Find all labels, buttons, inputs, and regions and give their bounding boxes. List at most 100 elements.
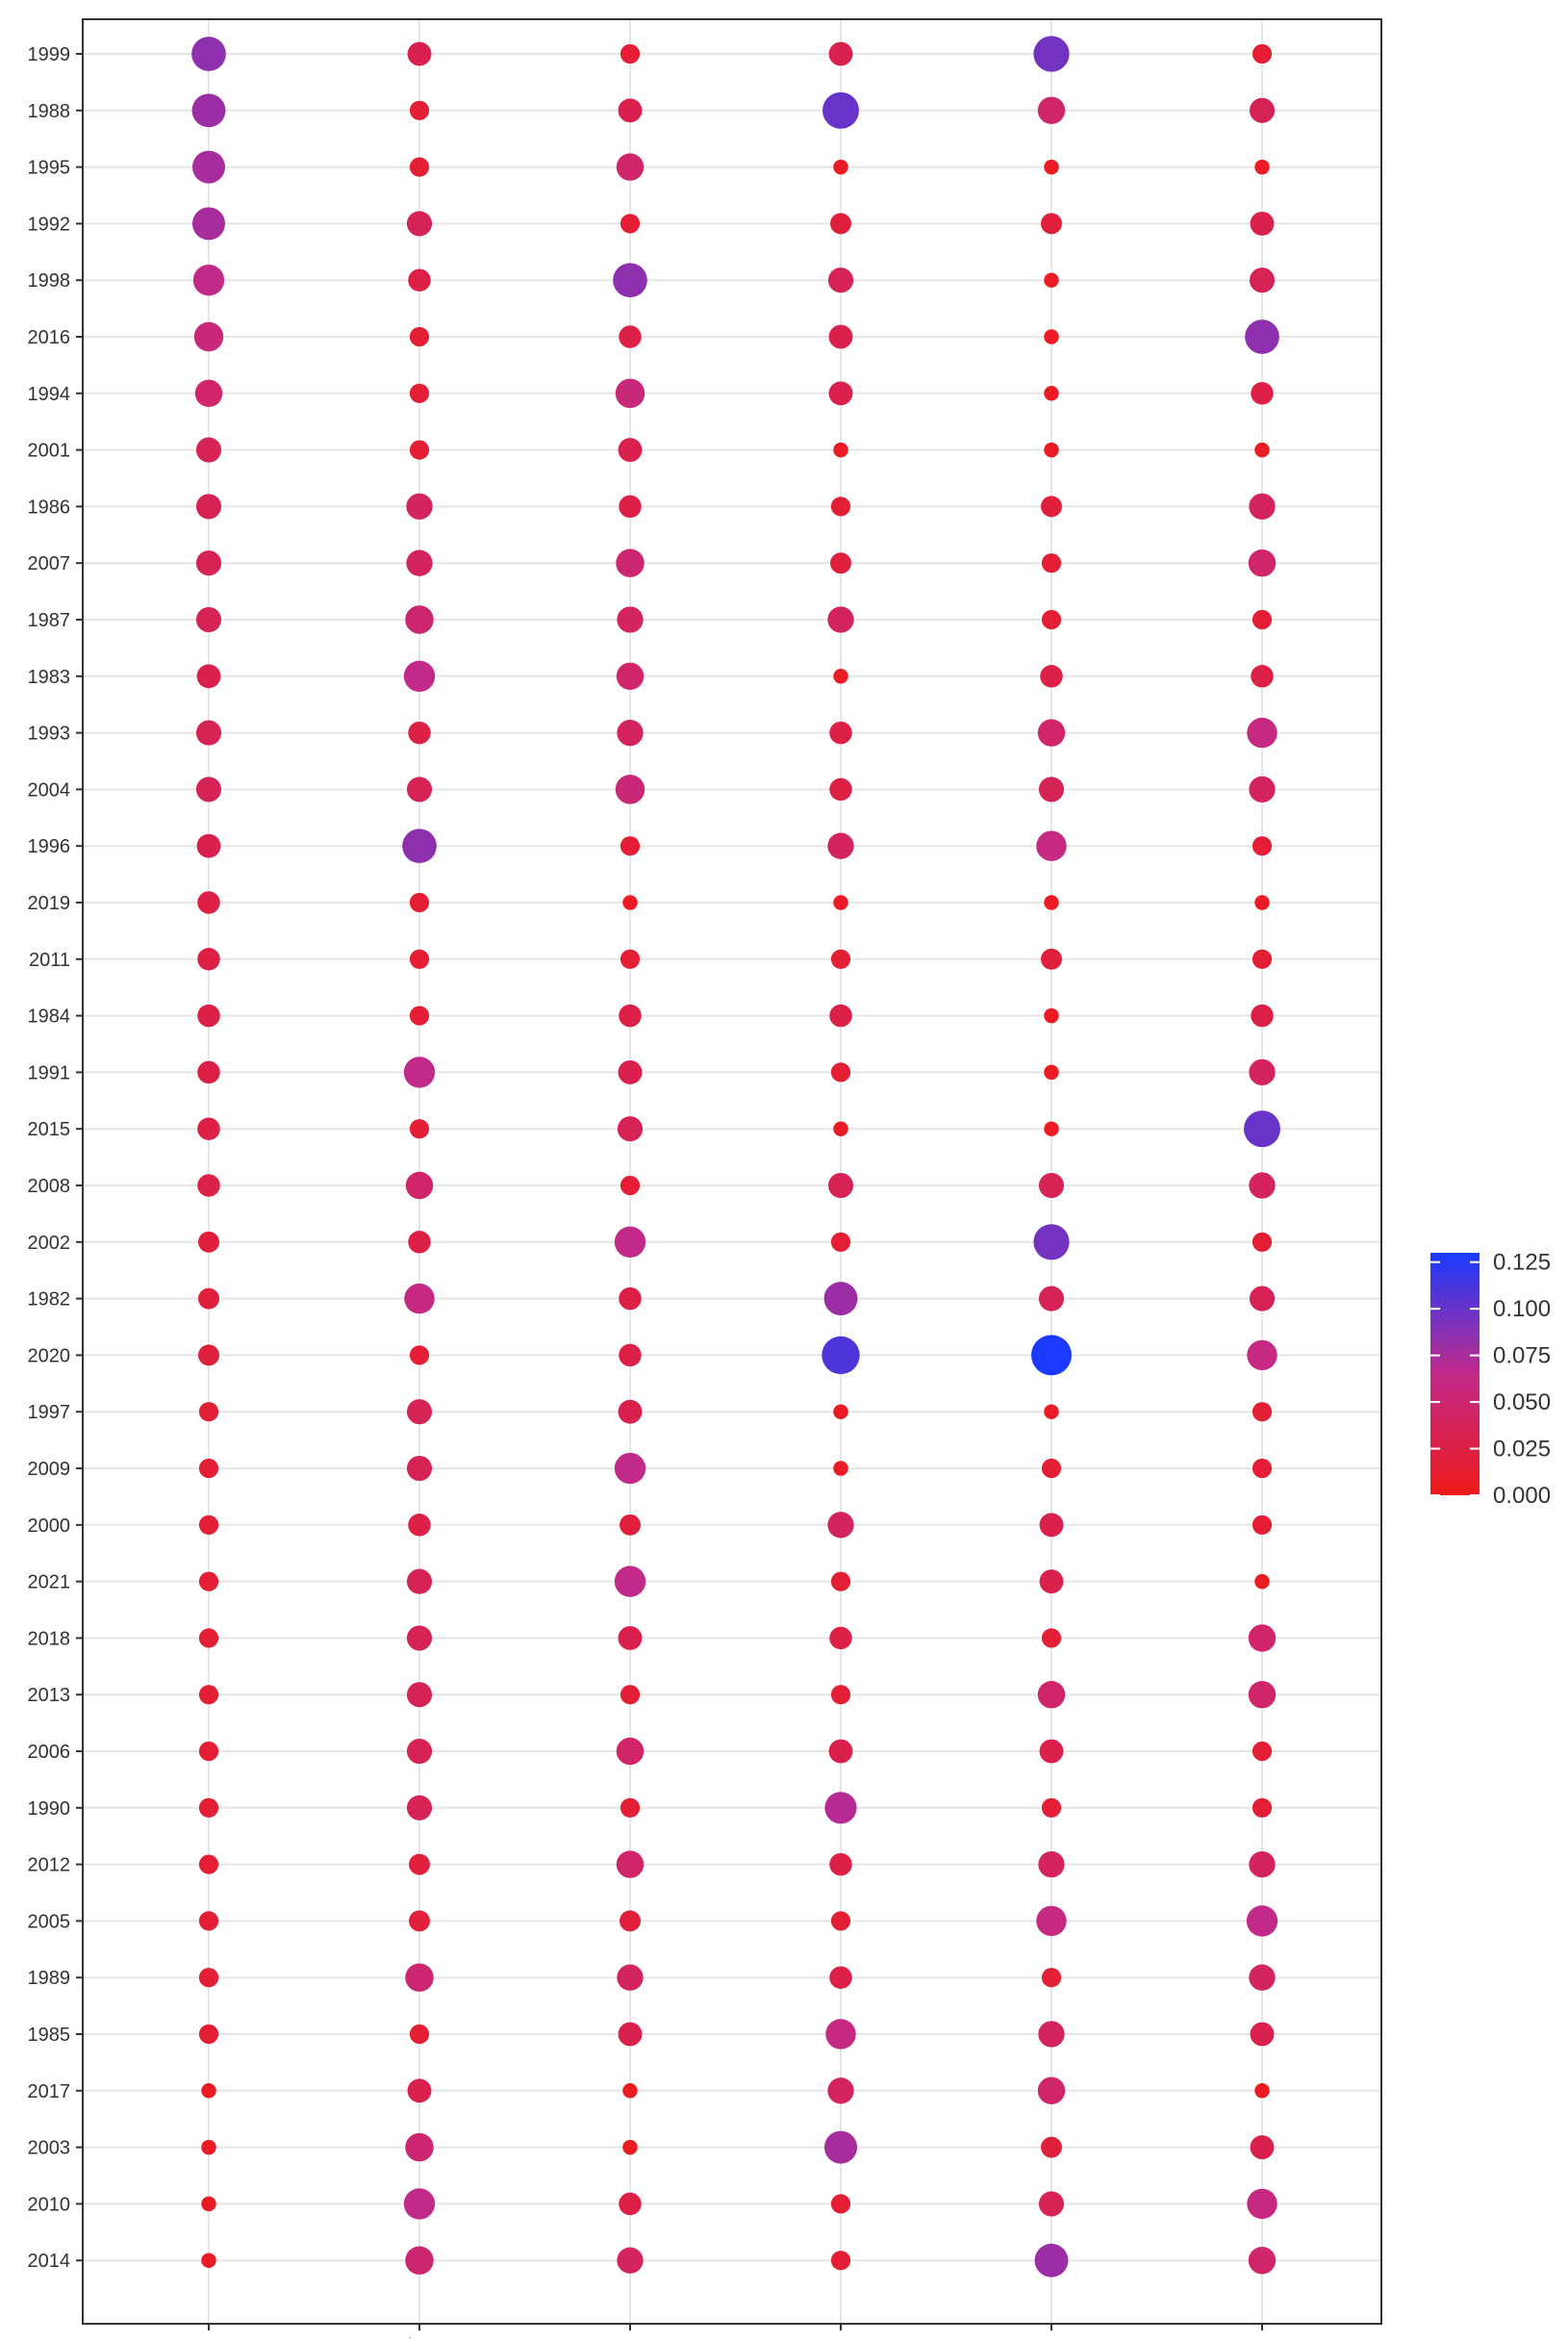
y-tick-label: 2016 [28,327,71,348]
point-2004-J [615,775,645,804]
point-2006-J [616,1737,645,1766]
point-1994-R [194,379,223,408]
plot-border [82,18,1382,2325]
point-1987-H [827,606,854,633]
point-1997-R [198,1402,219,1422]
point-2008-H [827,1172,854,1199]
y-tick-label: 1991 [28,1062,71,1083]
y-tick-label: 1982 [28,1289,71,1311]
point-2014-M [1034,2243,1069,2278]
point-1982-M [1038,1286,1065,1312]
point-2018-M [1041,1628,1062,1648]
y-tick-label: 1992 [28,214,71,235]
point-1999-T [407,41,432,66]
point-1984-R [197,1004,220,1028]
point-2001-T [409,440,430,460]
point-1994-Y [1251,382,1274,405]
point-1984-H [829,1004,852,1028]
point-2016-J [619,325,642,348]
point-1992-T [406,211,433,237]
point-2014-Y [1248,2246,1277,2275]
y-tick-label: 2003 [28,2138,71,2159]
point-2003-H [823,2130,858,2164]
colorbar-tick-label: 0.100 [1493,1296,1551,1322]
point-2010-J [619,2192,642,2216]
y-tick-label: 1985 [28,2025,71,2046]
point-1990-R [198,1797,219,1818]
point-2005-J [620,1910,641,1932]
point-2013-J [620,1685,641,1705]
point-2015-H [833,1121,848,1136]
point-2000-T [408,1514,431,1537]
point-2015-Y [1244,1110,1280,1148]
point-2016-H [828,324,853,349]
point-2021-M [1039,1569,1064,1594]
y-tick-label: 2008 [28,1176,71,1197]
point-2012-Y [1249,1850,1276,1878]
point-1998-R [192,265,225,296]
point-2000-M [1039,1513,1064,1538]
point-2018-Y [1248,1624,1277,1652]
point-1982-J [619,1286,642,1311]
point-1989-T [405,1963,434,1992]
point-1997-J [618,1399,643,1424]
colorbar-tick-label: 0.075 [1493,1343,1551,1369]
y-tick-label: 1995 [28,158,71,179]
point-1990-M [1041,1797,1062,1818]
point-1982-Y [1249,1286,1276,1312]
point-2011-J [620,949,641,969]
point-1984-J [619,1004,642,1028]
point-1989-J [617,1964,644,1991]
point-2016-M [1044,329,1059,344]
point-1988-R [191,93,226,128]
colorbar-tick-label: 0.125 [1493,1250,1551,1276]
point-2019-T [409,892,430,913]
point-1990-H [824,1792,857,1824]
point-2012-T [409,1853,430,1875]
point-1999-M [1033,36,1070,72]
point-2002-H [830,1232,851,1252]
point-2002-T [408,1231,431,1254]
point-1994-M [1044,386,1059,401]
point-2002-R [198,1231,219,1253]
point-2005-T [409,1910,430,1932]
point-2002-Y [1252,1232,1273,1252]
point-2019-H [833,895,848,910]
point-2004-Y [1249,776,1276,803]
point-2021-T [406,1568,433,1594]
point-2011-Y [1252,949,1273,969]
point-1985-T [409,2024,430,2045]
point-1982-H [823,1282,858,1316]
point-2015-R [197,1117,220,1140]
point-2013-R [198,1685,219,1705]
point-2002-M [1033,1224,1070,1261]
point-1994-J [615,378,645,409]
point-1992-M [1041,213,1062,235]
point-2014-R [201,2253,216,2268]
point-1996-T [402,828,437,864]
point-2000-J [620,1514,641,1536]
point-2000-R [198,1515,219,1535]
point-2001-R [195,437,222,463]
y-tick-label: 2005 [28,1911,71,1932]
point-2021-Y [1254,1573,1270,1590]
point-2013-M [1037,1680,1066,1709]
point-2016-T [409,326,430,347]
y-tick-label: 1983 [28,667,71,688]
point-2021-J [614,1566,646,1597]
point-2012-M [1038,1850,1065,1878]
y-tick-label: 2019 [28,893,71,914]
point-2009-T [406,1455,433,1482]
point-2010-R [201,2196,216,2212]
point-2003-J [622,2139,638,2155]
point-1982-T [404,1283,435,1314]
point-1998-T [408,268,431,292]
x-axis: RTJHMY [192,2324,1275,2343]
point-2006-M [1039,1739,1064,1764]
point-1993-R [195,720,222,746]
data-points [191,36,1280,2278]
point-1987-M [1041,609,1062,630]
point-1986-Y [1249,493,1276,521]
point-2017-R [201,2083,216,2099]
point-2011-H [830,949,851,969]
